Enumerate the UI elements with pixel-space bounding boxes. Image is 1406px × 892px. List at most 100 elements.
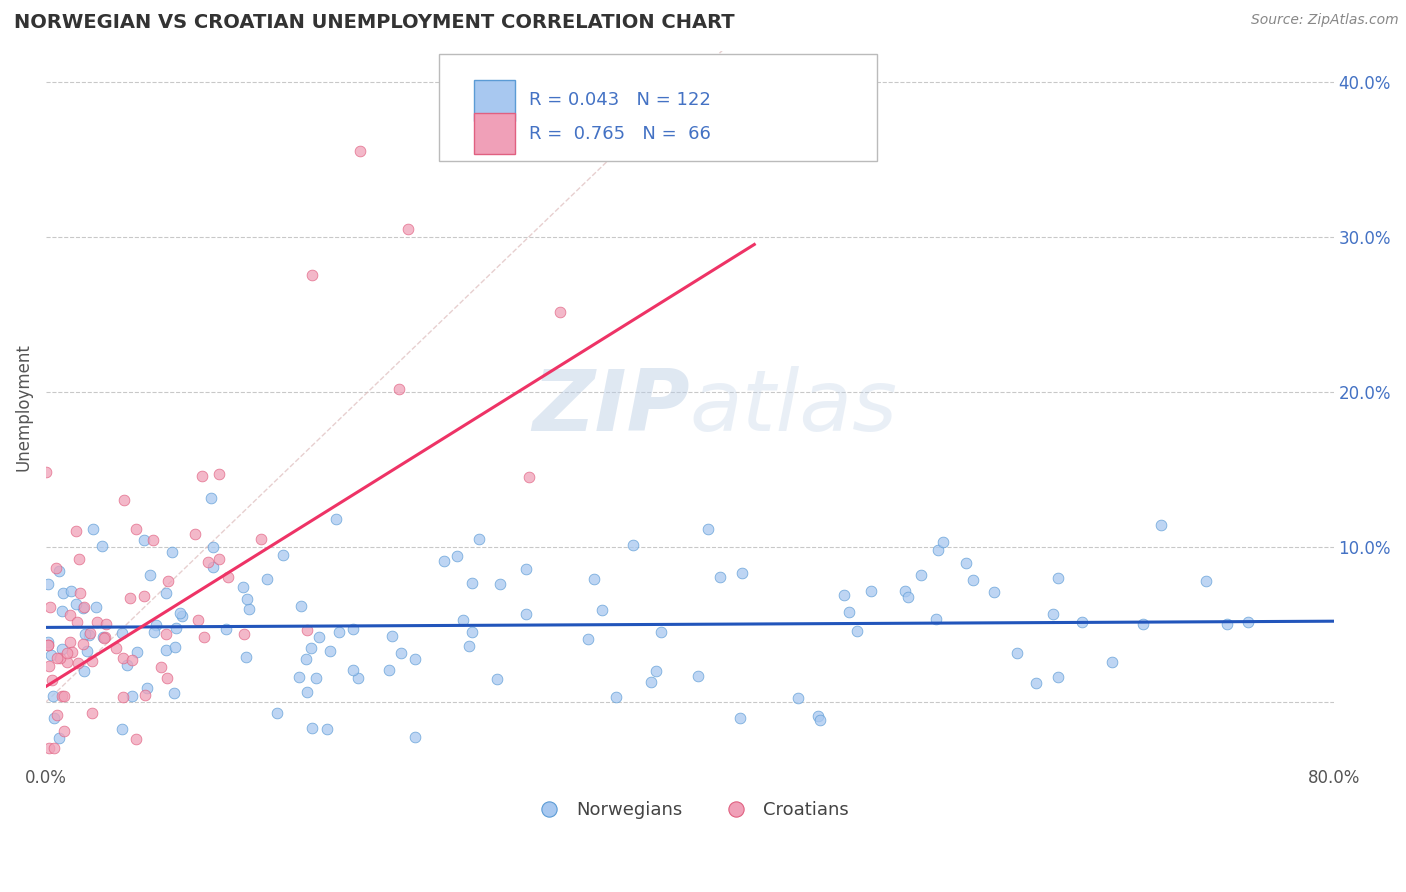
Point — [111, 723, 134, 737]
Point — [860, 583, 883, 598]
Point — [65, 524, 87, 538]
Point — [468, 533, 491, 547]
Point — [93, 631, 115, 645]
Text: R =  0.765   N =  66: R = 0.765 N = 66 — [529, 125, 711, 143]
Point — [485, 673, 508, 687]
Point — [328, 624, 350, 639]
Point — [347, 671, 370, 685]
Text: R = 0.043   N = 122: R = 0.043 N = 122 — [529, 91, 711, 110]
Point — [112, 493, 135, 508]
Point — [515, 607, 537, 621]
Point — [266, 706, 288, 720]
Point — [134, 533, 156, 548]
Point — [236, 592, 259, 607]
Point — [349, 145, 371, 159]
FancyBboxPatch shape — [474, 113, 515, 154]
Point — [1046, 670, 1069, 684]
Point — [60, 644, 83, 658]
Point — [295, 623, 318, 637]
Point — [1195, 574, 1218, 588]
Point — [808, 713, 831, 727]
Point — [59, 608, 82, 623]
Point — [955, 556, 977, 570]
Point — [125, 732, 148, 747]
Point — [104, 640, 127, 655]
Point — [91, 631, 114, 645]
Point — [49, 650, 72, 665]
Point — [295, 685, 318, 699]
Point — [318, 643, 340, 657]
Text: atlas: atlas — [690, 366, 898, 449]
Point — [925, 612, 948, 626]
Point — [139, 568, 162, 582]
Point — [838, 605, 860, 619]
Point — [76, 643, 98, 657]
Point — [42, 689, 65, 703]
Point — [156, 671, 179, 685]
Point — [288, 670, 311, 684]
Point — [927, 542, 949, 557]
Point — [124, 522, 146, 536]
Point — [111, 625, 134, 640]
Point — [132, 590, 155, 604]
Point — [42, 741, 65, 756]
Point — [48, 731, 70, 745]
Point — [86, 615, 108, 629]
Point — [962, 573, 984, 587]
Point — [45, 707, 67, 722]
Point — [115, 658, 138, 673]
Point — [208, 552, 231, 566]
Point — [645, 664, 668, 678]
Point — [155, 586, 177, 600]
Point — [73, 664, 96, 678]
Point — [200, 491, 222, 505]
Point — [39, 600, 62, 615]
Point — [65, 597, 87, 611]
Point — [201, 560, 224, 574]
Point — [404, 730, 426, 744]
Point — [163, 686, 186, 700]
Point — [56, 655, 79, 669]
Point — [80, 706, 103, 720]
Point — [238, 602, 260, 616]
Point — [127, 645, 149, 659]
Point — [155, 643, 177, 657]
Point — [169, 606, 191, 620]
Point — [650, 624, 672, 639]
Point — [931, 535, 953, 549]
Point — [1025, 675, 1047, 690]
Point — [52, 689, 75, 703]
Point — [142, 625, 165, 640]
Point — [897, 591, 920, 605]
Point — [305, 671, 328, 685]
Point — [389, 647, 412, 661]
Point — [155, 627, 177, 641]
Point — [1047, 571, 1070, 585]
Point — [60, 583, 83, 598]
Point — [52, 724, 75, 739]
Point — [80, 654, 103, 668]
Point — [728, 710, 751, 724]
Point — [90, 539, 112, 553]
Point — [1042, 607, 1064, 621]
Point — [1150, 518, 1173, 533]
Point — [404, 651, 426, 665]
Point — [388, 383, 411, 397]
Point — [697, 522, 720, 536]
Point — [160, 545, 183, 559]
Point — [983, 584, 1005, 599]
Point — [489, 577, 512, 591]
Point — [37, 638, 59, 652]
Point — [67, 552, 90, 566]
Point — [396, 222, 419, 236]
Point — [640, 674, 662, 689]
Y-axis label: Unemployment: Unemployment — [15, 343, 32, 471]
Point — [832, 588, 855, 602]
Point — [96, 616, 118, 631]
Point — [515, 562, 537, 576]
Point — [458, 639, 481, 653]
Point — [37, 577, 59, 591]
Point — [686, 669, 709, 683]
Point — [1237, 615, 1260, 629]
Point — [111, 690, 134, 705]
